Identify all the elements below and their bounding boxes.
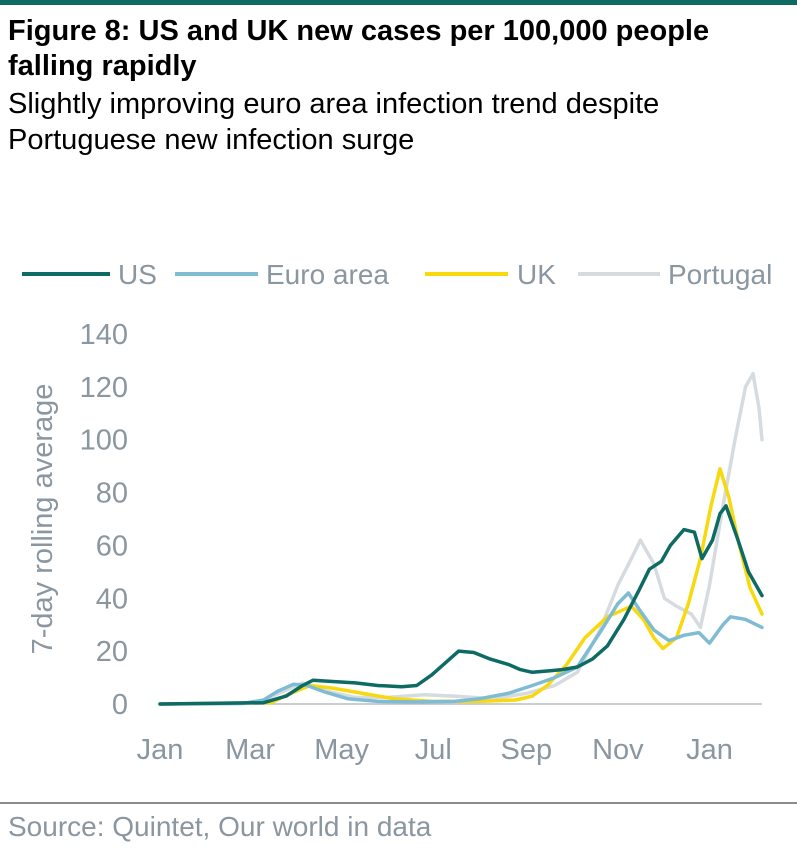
series-line-euro-area: [158, 591, 764, 706]
y-tick-label: 120: [80, 372, 128, 404]
figure-subtitle: Slightly improving euro area infection t…: [8, 88, 660, 156]
y-axis: 0 20 40 60 80 100 120 140: [80, 319, 128, 721]
series-line-uk: [158, 467, 764, 706]
y-tick-label: 20: [96, 636, 128, 668]
y-tick-label: 140: [80, 319, 128, 351]
legend-label-uk: UK: [517, 259, 556, 290]
legend-label-euro-area: Euro area: [266, 259, 389, 290]
source-note: Source: Quintet, Our world in data: [8, 811, 432, 842]
y-axis-label: 7-day rolling average: [27, 384, 59, 655]
figure-title: Figure 8: US and UK new cases per 100,00…: [8, 15, 710, 82]
y-tick-label: 0: [112, 689, 128, 721]
y-tick-label: 60: [96, 530, 128, 562]
x-tick-label: Mar: [225, 734, 275, 766]
chart-legend: US Euro area UK Portugal: [22, 259, 772, 290]
x-axis: Jan Mar May Jul Sep Nov Jan: [137, 703, 762, 766]
x-tick-label: Jan: [686, 734, 733, 766]
y-tick-label: 80: [96, 478, 128, 510]
x-tick-label: Sep: [500, 734, 552, 766]
y-tick-label: 40: [96, 583, 128, 615]
x-tick-label: May: [314, 734, 369, 766]
x-tick-label: Jan: [137, 734, 184, 766]
line-chart: US Euro area UK Portugal 0 20 40 60 80 100 120 140…: [22, 259, 772, 766]
bottom-rule: [0, 802, 797, 804]
series-lines: [158, 371, 764, 706]
series-line-portugal: [158, 371, 764, 706]
y-tick-label: 100: [80, 425, 128, 457]
legend-label-us: US: [118, 259, 157, 290]
legend-label-portugal: Portugal: [668, 259, 772, 290]
top-rule: [0, 0, 797, 5]
x-tick-label: Nov: [592, 734, 644, 766]
x-tick-label: Jul: [415, 734, 452, 766]
series-line-us: [158, 504, 764, 706]
